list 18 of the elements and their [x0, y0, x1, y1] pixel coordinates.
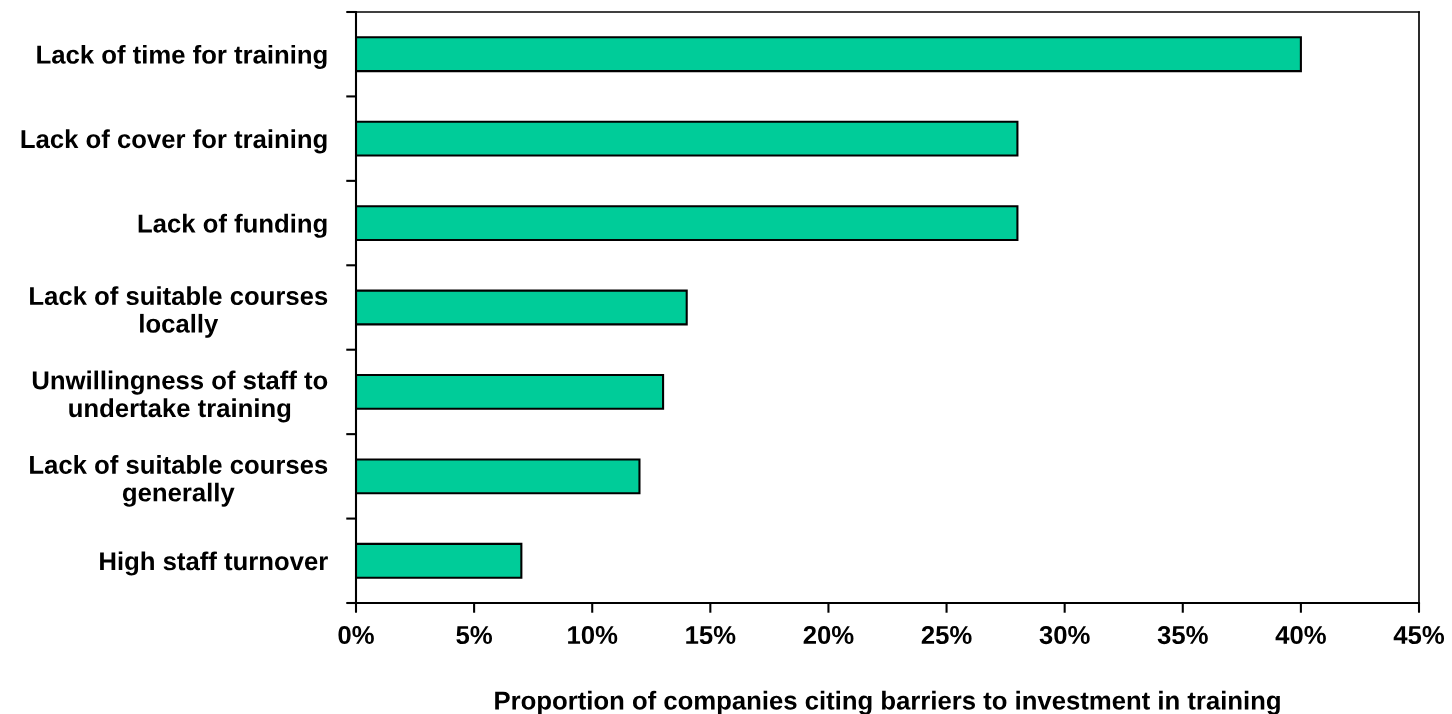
y-tick-label: High staff turnover: [100, 551, 328, 576]
y-tick-label: Lack of cover for training: [21, 129, 327, 154]
y-tick-label: Lack of suitable courses generally: [30, 455, 328, 507]
y-tick-label: Lack of time for training: [37, 44, 327, 69]
x-tick-label: 45%: [1393, 625, 1445, 645]
x-tick-label: 40%: [1275, 625, 1326, 645]
x-tick-label: 0%: [338, 625, 374, 645]
x-tick-label: 30%: [1039, 625, 1090, 645]
x-tick-label: 10%: [568, 625, 618, 645]
x-tick-label: 15%: [686, 625, 736, 645]
x-tick-label: 25%: [921, 625, 972, 645]
x-axis-title: Proportion of companies citing barriers to investment in training: [495, 690, 1280, 714]
x-tick-label: 5%: [456, 625, 492, 645]
x-tick-label: 35%: [1157, 625, 1208, 645]
y-tick-label: Lack of suitable courses locally: [30, 286, 328, 338]
x-tick-label: 20%: [803, 625, 854, 645]
y-tick-label: Unwillingness of staff to undertake training: [32, 370, 328, 423]
y-tick-label: Lack of funding: [138, 213, 327, 238]
